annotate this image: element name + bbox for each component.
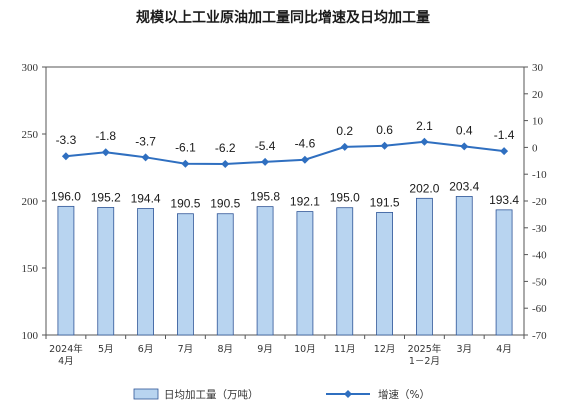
line-point bbox=[460, 142, 469, 151]
bar-data-label: 192.1 bbox=[290, 195, 320, 209]
line-data-label: -3.3 bbox=[56, 133, 77, 147]
legend-label-line: 增速（%） bbox=[378, 388, 430, 401]
bar bbox=[455, 196, 473, 336]
bar-data-label: 190.5 bbox=[210, 197, 240, 211]
y-right-tick-label: -40 bbox=[532, 250, 547, 262]
bar bbox=[177, 213, 194, 336]
bar bbox=[495, 209, 513, 336]
line-data-label: -4.6 bbox=[295, 137, 316, 151]
legend-swatch-marker bbox=[344, 390, 352, 398]
bar-data-label: 196.0 bbox=[51, 189, 81, 203]
bar-data-label: 203.4 bbox=[449, 179, 479, 193]
x-tick-label: 2025年 bbox=[408, 343, 442, 355]
bar bbox=[137, 208, 154, 336]
y-right-tick-label: -70 bbox=[532, 330, 547, 342]
line-data-label: -5.4 bbox=[255, 139, 276, 153]
line-data-label: 2.1 bbox=[416, 119, 433, 133]
line-point bbox=[101, 148, 110, 157]
bar-data-label: 202.0 bbox=[409, 181, 439, 195]
bar bbox=[216, 213, 234, 336]
line-data-label: -6.1 bbox=[175, 141, 196, 155]
line-data-label: -1.8 bbox=[95, 129, 116, 143]
x-tick-label: 12月 bbox=[374, 344, 396, 355]
line-point bbox=[221, 160, 230, 169]
x-tick-label: 4月 bbox=[496, 344, 512, 355]
line-data-label: -3.7 bbox=[135, 134, 156, 148]
bar-data-label: 195.0 bbox=[330, 191, 360, 205]
chart-title: 规模以上工业原油加工量同比增速及日均加工量 bbox=[136, 9, 430, 26]
plot-area: 100 150 200 250 300 -70 -60 -50 -40 -30 -20 -10 0 10 2… bbox=[22, 62, 548, 367]
bar-data-label: 193.4 bbox=[489, 193, 519, 207]
line-data-label: -6.2 bbox=[215, 141, 236, 155]
bar-data-label: 195.8 bbox=[250, 190, 280, 204]
y-right-tick-label: -30 bbox=[532, 223, 547, 235]
line-point bbox=[420, 137, 429, 146]
y-right-tick-label: -50 bbox=[532, 276, 547, 288]
line-point bbox=[181, 159, 190, 168]
x-tick-label: 10月 bbox=[294, 344, 316, 355]
x-tick-label: 1－2月 bbox=[409, 356, 440, 367]
bar bbox=[336, 207, 354, 336]
legend-swatch-bar bbox=[133, 388, 159, 400]
line-point bbox=[500, 147, 509, 156]
bar bbox=[256, 206, 274, 336]
x-tick-label: 4月 bbox=[58, 356, 74, 367]
y-right-tick-label: 20 bbox=[532, 89, 544, 101]
legend-label-bar: 日均加工量（万吨） bbox=[164, 388, 259, 401]
bar bbox=[57, 205, 75, 336]
line-point bbox=[340, 142, 349, 151]
bar bbox=[376, 211, 393, 336]
line-point bbox=[261, 157, 270, 166]
y-left-tick-label: 300 bbox=[22, 62, 39, 74]
line-data-label: 0.2 bbox=[336, 124, 353, 138]
x-tick-label: 5月 bbox=[98, 344, 114, 355]
growth-line bbox=[65, 140, 505, 166]
bar bbox=[296, 211, 314, 336]
x-tick-label: 7月 bbox=[178, 344, 194, 355]
y-right-tick-label: -10 bbox=[532, 169, 547, 181]
y-left-tick-label: 150 bbox=[22, 263, 39, 275]
y-right-tick-label: 0 bbox=[532, 142, 538, 154]
x-tick-label: 8月 bbox=[217, 344, 233, 355]
x-tick-label: 3月 bbox=[456, 344, 472, 355]
x-tick-label: 9月 bbox=[257, 344, 273, 355]
y-left-tick-label: 200 bbox=[22, 196, 39, 208]
bar-data-label: 194.4 bbox=[131, 192, 161, 206]
bar bbox=[416, 197, 433, 336]
bar-data-label: 191.5 bbox=[370, 195, 400, 209]
line-point bbox=[61, 152, 70, 161]
x-tick-label: 6月 bbox=[138, 344, 154, 355]
legend: 日均加工量（万吨） 增速（%） bbox=[133, 388, 430, 401]
line-data-label: 0.6 bbox=[376, 123, 393, 137]
y-right-tick-label: -20 bbox=[532, 196, 547, 208]
y-right-tick-label: 10 bbox=[532, 116, 544, 128]
line-point bbox=[300, 155, 309, 164]
y-left-tick-label: 100 bbox=[22, 330, 39, 342]
bar-data-label: 195.2 bbox=[91, 190, 121, 204]
bar-data-label: 190.5 bbox=[170, 197, 200, 211]
x-tick-label: 11月 bbox=[334, 344, 356, 355]
y-left-tick-label: 250 bbox=[22, 129, 39, 141]
bar bbox=[97, 207, 115, 336]
line-point bbox=[380, 141, 389, 150]
x-tick-label: 2024年 bbox=[49, 343, 83, 355]
line-data-label: -1.4 bbox=[494, 128, 515, 142]
y-right-tick-label: 30 bbox=[532, 62, 544, 74]
y-right-tick-label: -60 bbox=[532, 303, 547, 315]
line-point bbox=[141, 153, 150, 162]
line-data-label: 0.4 bbox=[456, 123, 473, 137]
